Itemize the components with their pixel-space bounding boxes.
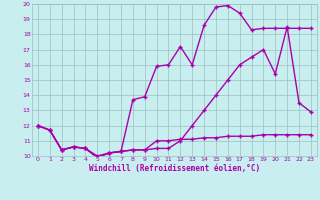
- X-axis label: Windchill (Refroidissement éolien,°C): Windchill (Refroidissement éolien,°C): [89, 164, 260, 173]
